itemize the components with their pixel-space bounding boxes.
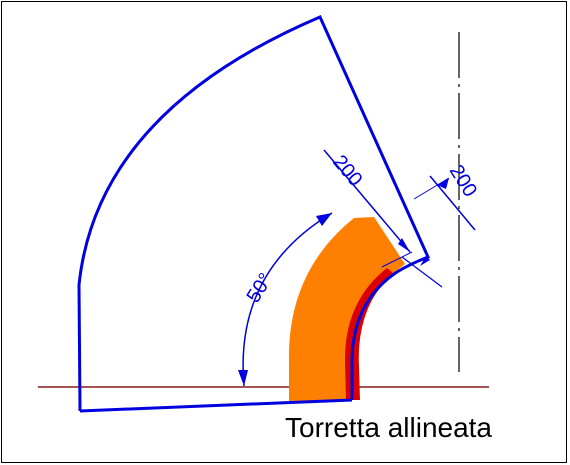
- sector-outline: [77, 15, 431, 412]
- radial-label: 200: [328, 151, 366, 191]
- angle-label: 50°: [243, 269, 278, 306]
- angle-arrowhead-top: [316, 213, 332, 226]
- red-band: [344, 268, 393, 400]
- radial-dimension-line: [323, 149, 411, 253]
- angle-arrowhead-bottom: [238, 370, 248, 386]
- inner-arc: [350, 270, 398, 400]
- edge-label: 200: [445, 161, 481, 201]
- bottom-edge: [79, 398, 353, 413]
- radial-arrowhead: [398, 238, 410, 252]
- edge-arrowhead-top: [437, 178, 449, 189]
- angle-dimension-arc: [242, 212, 333, 387]
- edge-dimension-line-2: [401, 256, 443, 288]
- caption: Torretta allineata: [285, 412, 493, 443]
- orange-band: [288, 217, 405, 401]
- edge-arrowhead-bottom: [420, 256, 430, 266]
- radial-extension-line: [381, 251, 413, 268]
